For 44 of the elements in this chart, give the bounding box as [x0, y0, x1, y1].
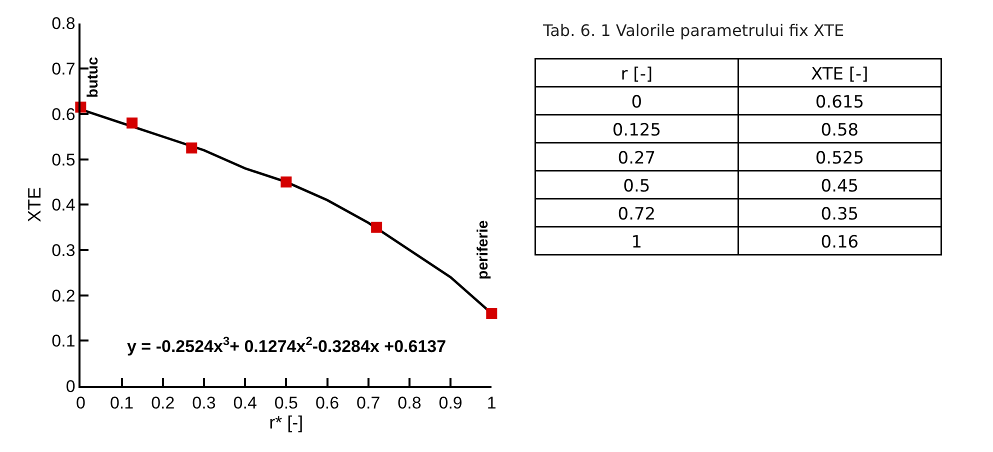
text: 0.72: [618, 204, 656, 224]
text: 0.35: [820, 204, 859, 224]
point: [280, 176, 292, 188]
annotation: butuc: [84, 56, 102, 98]
x-tick-label: 0.5: [274, 393, 298, 412]
text: 0.16: [820, 232, 859, 252]
text: XTE [-]: [811, 64, 868, 84]
point: [126, 118, 138, 129]
annotation: periferie: [474, 220, 492, 280]
text: r [-]: [620, 64, 653, 84]
point: [371, 222, 382, 233]
y-tick-label: 0: [66, 376, 76, 396]
text: 0: [631, 92, 642, 112]
text: Tab. 6. 1 Valorile parametrului fix XTE: [542, 21, 844, 40]
point: [486, 308, 498, 319]
annotation: y = -0.2524x$^{3}$+ 0.1274x$^{2}$-0.3284x +0.6137: [127, 334, 446, 356]
y-tick-label: 0.1: [52, 332, 76, 351]
text: 0.27: [618, 148, 656, 168]
y-tick-label: 0.5: [52, 150, 76, 170]
x-tick-label: 0.4: [233, 393, 257, 412]
x-tick-label: 0.2: [151, 393, 175, 412]
x-tick-label: 0.8: [398, 393, 422, 412]
text: 1: [631, 232, 642, 252]
y-axis-title: XTE: [24, 187, 44, 222]
y-tick-label: 0.8: [52, 14, 76, 34]
x-tick-label: 0.3: [192, 393, 216, 412]
x-tick-label: 1: [486, 393, 496, 412]
x-tick-label: 0.7: [356, 393, 380, 412]
x-axis-title: r* [-]: [269, 412, 304, 432]
point: [186, 142, 198, 154]
x-tick-label: 0.9: [438, 393, 462, 412]
text: 0.58: [820, 120, 859, 140]
y-tick-label: 0.7: [52, 60, 76, 79]
y-tick-label: 0.3: [52, 240, 76, 260]
text: 0.525: [815, 148, 864, 168]
y-tick-label: 0.4: [52, 196, 76, 215]
text: 0.5: [623, 176, 650, 196]
y-tick-label: 0.6: [52, 104, 76, 124]
y-tick-label: 0.2: [52, 286, 76, 306]
text: 0.125: [612, 120, 662, 140]
x-tick-label: 0.6: [315, 393, 340, 412]
x-tick-label: 0.1: [110, 393, 134, 412]
text: 0.615: [815, 92, 864, 112]
text: 0.45: [820, 176, 859, 196]
